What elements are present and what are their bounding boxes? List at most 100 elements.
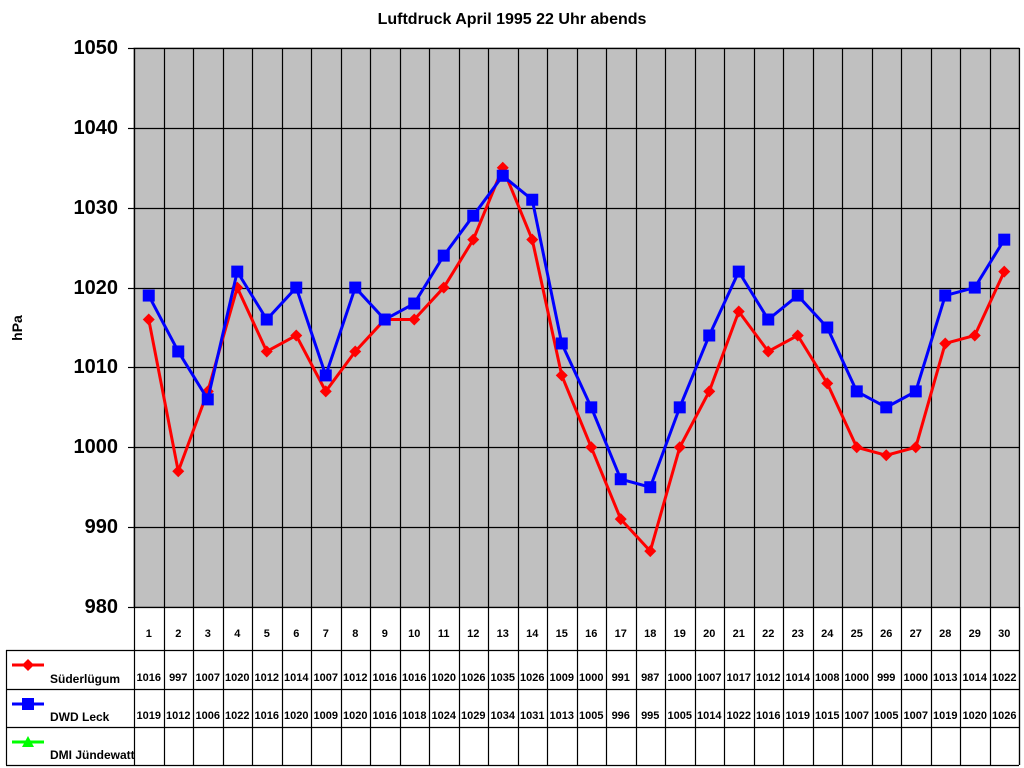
square-marker-icon xyxy=(968,281,981,294)
x-category-label: 1 xyxy=(145,628,152,640)
x-category-label: 5 xyxy=(263,628,270,640)
legend-square-icon xyxy=(22,698,34,710)
square-marker-icon xyxy=(467,209,480,222)
table-value-cell: 991 xyxy=(611,672,630,684)
diamond-marker-icon xyxy=(644,545,657,558)
x-category-label: 11 xyxy=(437,628,450,640)
table-value-cell: 1015 xyxy=(815,710,840,722)
table-value-cell: 1012 xyxy=(756,672,781,684)
table-value-cell: 1008 xyxy=(815,672,840,684)
square-marker-icon xyxy=(673,401,686,414)
x-category-label: 8 xyxy=(352,628,359,640)
table-value-cell: 1022 xyxy=(726,710,751,722)
diamond-marker-icon xyxy=(673,441,686,454)
square-marker-icon xyxy=(880,401,893,414)
table-value-cell: 1007 xyxy=(903,710,928,722)
table-value-cell: 1014 xyxy=(284,672,309,684)
table-value-cell: 1000 xyxy=(579,672,604,684)
table-value-cell: 1016 xyxy=(756,710,781,722)
x-category-label: 21 xyxy=(732,628,745,640)
diamond-marker-icon xyxy=(821,377,834,390)
x-category-label: 6 xyxy=(293,628,300,640)
table-value-cell: 1020 xyxy=(284,710,309,722)
table-value-cell: 1020 xyxy=(431,672,456,684)
table-value-cell: 1007 xyxy=(195,672,220,684)
table-value-cell: 1020 xyxy=(343,710,368,722)
table-value-cell: 1014 xyxy=(962,672,987,684)
table-value-cell: 1007 xyxy=(313,672,338,684)
x-category-label: 22 xyxy=(762,628,775,640)
table-value-cell: 1031 xyxy=(520,710,545,722)
diamond-marker-icon xyxy=(260,345,273,358)
table-value-cell: 1020 xyxy=(225,672,250,684)
diamond-marker-icon xyxy=(408,313,421,326)
square-marker-icon xyxy=(260,313,273,326)
table-value-cell: 987 xyxy=(641,672,660,684)
table-value-cell: 1013 xyxy=(549,710,574,722)
legend-label: DMI Jündewatt xyxy=(50,748,135,762)
diamond-marker-icon xyxy=(555,369,568,382)
x-category-label: 4 xyxy=(234,628,241,640)
square-marker-icon xyxy=(496,169,509,182)
legend-label: Süderlügum xyxy=(50,672,121,686)
square-marker-icon xyxy=(408,297,421,310)
diamond-marker-icon xyxy=(791,329,804,342)
diamond-marker-icon xyxy=(762,345,775,358)
table-value-cell: 1035 xyxy=(490,672,515,684)
table-value-cell: 1022 xyxy=(992,672,1017,684)
table-value-cell: 1016 xyxy=(372,672,397,684)
x-category-label: 23 xyxy=(791,628,804,640)
square-marker-icon xyxy=(585,401,598,414)
diamond-marker-icon xyxy=(968,329,981,342)
x-category-label: 14 xyxy=(526,628,539,640)
diamond-marker-icon xyxy=(732,305,745,318)
x-category-label: 3 xyxy=(204,628,211,640)
table-value-cell: 1016 xyxy=(254,710,279,722)
x-category-label: 2 xyxy=(175,628,182,640)
square-marker-icon xyxy=(644,481,657,494)
legend-triangle-icon xyxy=(22,736,34,747)
table-value-cell: 1029 xyxy=(461,710,486,722)
square-marker-icon xyxy=(142,289,155,302)
x-category-label: 19 xyxy=(673,628,686,640)
table-value-cell: 1014 xyxy=(697,710,722,722)
table-value-cell: 1022 xyxy=(225,710,250,722)
table-value-cell: 1034 xyxy=(490,710,515,722)
table-value-cell: 999 xyxy=(877,672,896,684)
square-marker-icon xyxy=(319,369,332,382)
diamond-marker-icon xyxy=(939,337,952,350)
diamond-marker-icon xyxy=(172,465,185,478)
table-value-cell: 1019 xyxy=(136,710,161,722)
square-marker-icon xyxy=(555,337,568,350)
diamond-marker-icon xyxy=(909,441,922,454)
x-category-label: 16 xyxy=(585,628,598,640)
square-marker-icon xyxy=(201,393,214,406)
table-value-cell: 995 xyxy=(641,710,660,722)
square-marker-icon xyxy=(614,473,627,486)
table-value-cell: 1024 xyxy=(431,710,456,722)
y-tick-label: 1030 xyxy=(73,196,119,219)
table-value-cell: 1006 xyxy=(195,710,220,722)
diamond-marker-icon xyxy=(290,329,303,342)
table-value-cell: 1026 xyxy=(992,710,1017,722)
square-marker-icon xyxy=(290,281,303,294)
diamond-marker-icon xyxy=(880,449,893,462)
table-value-cell: 1017 xyxy=(726,672,751,684)
square-marker-icon xyxy=(526,193,539,206)
diamond-marker-icon xyxy=(437,281,450,294)
x-category-label: 24 xyxy=(821,628,834,640)
diamond-marker-icon xyxy=(142,313,155,326)
table-value-cell: 1020 xyxy=(962,710,987,722)
square-marker-icon xyxy=(762,313,775,326)
x-category-label: 25 xyxy=(850,628,863,640)
legend-diamond-icon xyxy=(22,659,34,671)
table-value-cell: 1005 xyxy=(874,710,899,722)
table-value-cell: 997 xyxy=(169,672,188,684)
x-category-label: 10 xyxy=(408,628,421,640)
series-line xyxy=(147,166,1006,553)
x-category-label: 29 xyxy=(968,628,981,640)
table-value-cell: 1005 xyxy=(579,710,604,722)
x-category-label: 30 xyxy=(998,628,1011,640)
square-marker-icon xyxy=(378,313,391,326)
